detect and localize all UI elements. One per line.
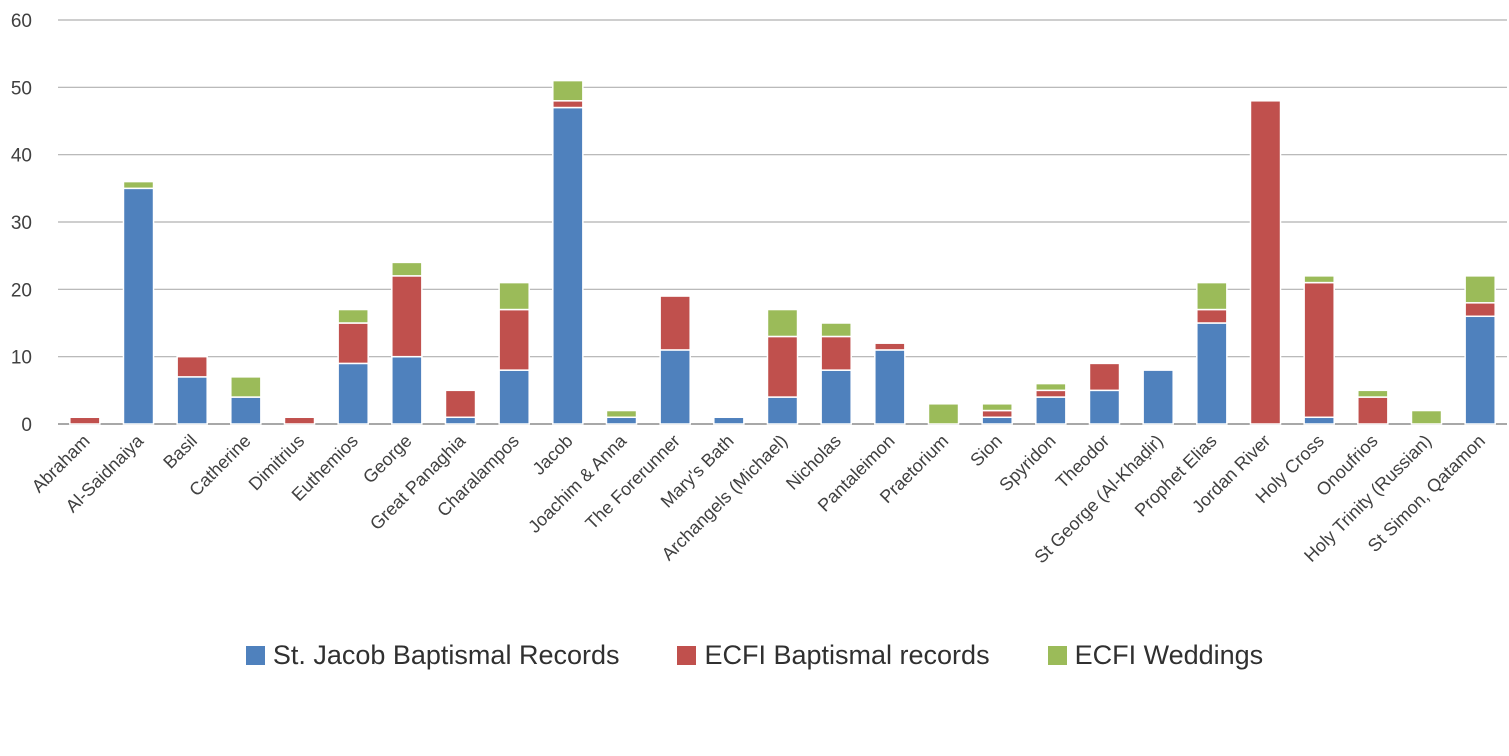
bar-segment [1249,100,1282,425]
y-tick-label: 0 [21,415,32,436]
bars [69,79,1496,425]
legend-item: ECFI Baptismal records [677,640,990,671]
bar-segment [713,416,745,425]
bar-segment [230,376,262,398]
bar-segment [1410,409,1443,425]
bar-segment [1196,281,1228,311]
bar-segment [283,416,316,425]
y-tick-label: 10 [11,348,32,369]
x-tick-label: The Forerunner [581,431,684,534]
bar-segment [1464,315,1496,425]
x-tick-label: Jacob [529,431,577,479]
bar-segment [981,416,1013,425]
y-tick-label: 30 [11,213,32,234]
y-tick-label: 60 [11,11,32,32]
bar-segment [498,281,530,311]
bar-segment [1088,389,1121,425]
legend-swatch [1047,646,1067,665]
legend-item: ECFI Weddings [1047,640,1264,671]
legend-label: ECFI Weddings [1074,640,1264,670]
bar-segment [981,403,1013,412]
y-axis: 0 10 20 30 40 50 60 [11,11,32,436]
legend: St. Jacob Baptismal Records ECFI Baptisma… [0,640,1509,671]
y-tick-label: 50 [11,78,32,99]
bar-segment [1303,275,1335,284]
bar-segment [981,409,1013,419]
legend-swatch [245,646,265,665]
bar-segment [230,396,262,425]
bar-segment [498,369,530,425]
bar-segment [874,342,906,351]
bar-segment [552,106,584,425]
legend-swatch [677,646,697,665]
bar-segment [820,322,852,338]
bar-segment [552,79,584,102]
x-tick-label: Sion [966,431,1006,471]
bar-segment [766,335,799,398]
y-tick-label: 20 [11,280,32,301]
legend-label: ECFI Baptismal records [704,640,990,670]
bar-segment [122,180,155,190]
bar-segment [659,349,691,425]
bar-segment [337,362,369,425]
legend-item: St. Jacob Baptismal Records [245,640,620,671]
bar-segment [605,416,638,425]
bar-segment [1357,389,1389,398]
bar-segment [444,416,477,425]
bar-segment [176,376,208,425]
legend-label: St. Jacob Baptismal Records [272,640,620,670]
bar-segment [820,369,852,425]
bar-segment [874,349,906,425]
y-tick-label: 40 [11,146,32,167]
bar-segment [444,389,477,419]
bar-segment [1464,275,1496,304]
bar-segment [766,308,799,338]
bar-segment [1196,322,1228,425]
bar-segment [1035,382,1067,392]
bar-segment [1035,389,1067,398]
bar-segment [1196,308,1228,324]
x-tick-label: Joachim & Anna [524,430,631,537]
bar-segment [176,355,208,378]
bar-segment [337,322,369,365]
bar-segment [391,275,423,358]
bar-segment [498,308,530,371]
bar-segment [391,261,423,277]
bar-segment [337,308,369,324]
bar-segment [820,335,852,371]
x-tick-label: Basil [159,431,201,473]
bar-segment [927,403,960,425]
bar-segment [766,396,799,425]
bar-segment [1142,369,1174,425]
bar-segment [1303,281,1335,419]
x-tick-label: Great Panaghia [366,430,470,534]
bar-segment [659,295,691,351]
bar-segment [1035,396,1067,425]
bar-segment [1303,416,1335,425]
bar-segment [391,355,423,425]
bar-segment [122,187,155,425]
bar-segment [605,409,638,419]
bar-segment [1088,362,1121,392]
x-tick-label: Spyridon [995,431,1059,495]
bar-segment [1357,396,1389,425]
bar-segment [552,100,584,109]
bar-segment [1464,302,1496,318]
bar-segment [69,416,101,425]
